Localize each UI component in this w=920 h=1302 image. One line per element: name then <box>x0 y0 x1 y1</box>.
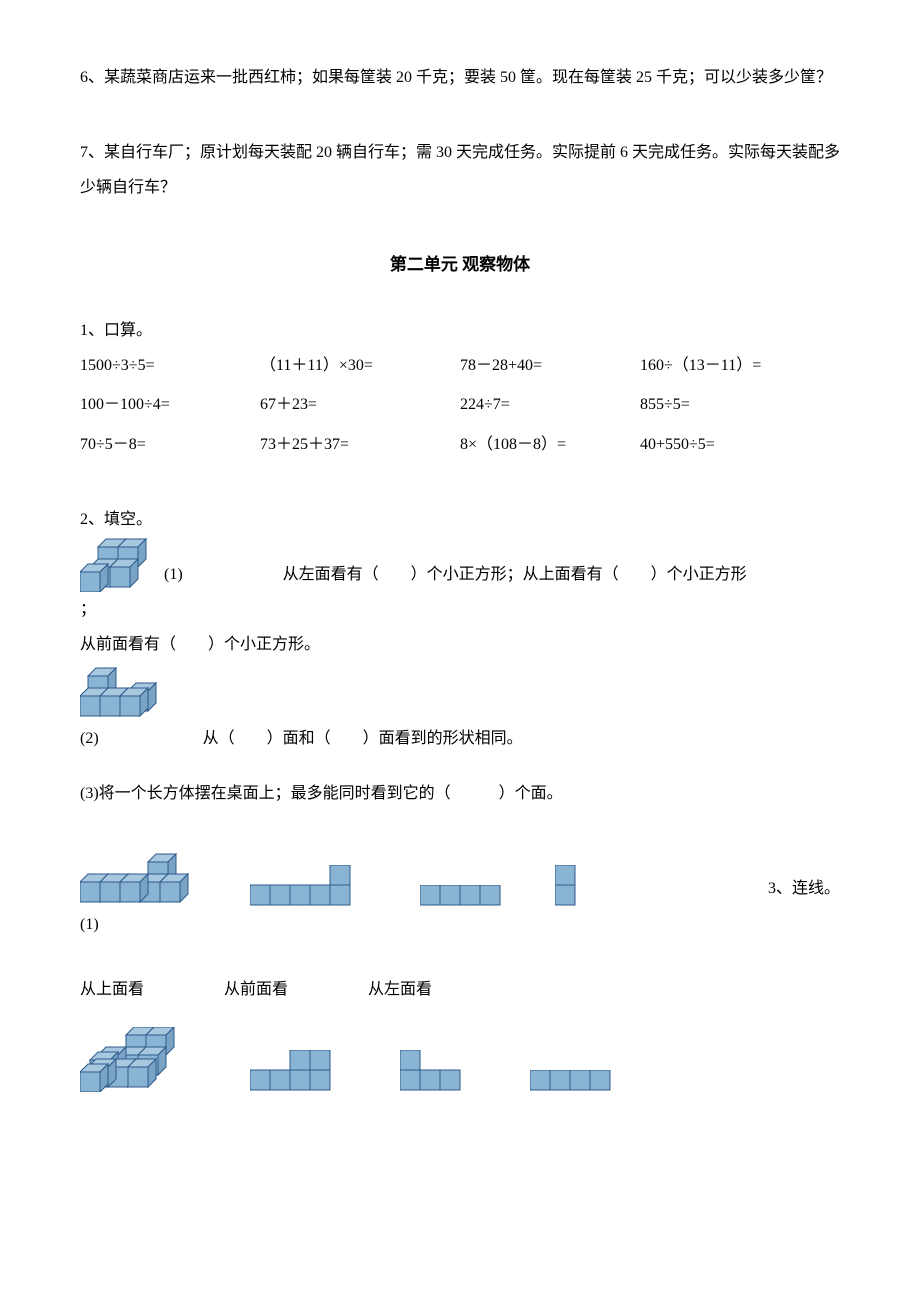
q2-item-2-fig <box>80 666 840 721</box>
calc-row-2: 100－100÷4= 67＋23= 224÷7= 855÷5= <box>80 387 840 422</box>
q3-fig-3 <box>420 885 505 907</box>
q2-item-2: (2) 从（ ）面和（ ）面看到的形状相同。 <box>80 721 840 756</box>
question-7: 7、某自行车厂；原计划每天装配 20 辆自行车；需 30 天完成任务。实际提前 … <box>80 135 840 205</box>
q3-fig-2 <box>250 865 370 907</box>
calc-1-3: 78－28+40= <box>460 348 640 383</box>
q2-2-marker: (2) <box>80 730 99 747</box>
calc-3-1: 70÷5－8= <box>80 427 260 462</box>
q2-1-cont: 从前面看有（ ）个小正方形。 <box>80 627 840 662</box>
calc-2-4: 855÷5= <box>640 387 820 422</box>
q3-fig2-2 <box>250 1050 340 1092</box>
q3-figures-row1 <box>80 852 580 907</box>
calc-row-3: 70÷5－8= 73＋25＋37= 8×（108－8）= 40+550÷5= <box>80 427 840 462</box>
q3-fig2-4 <box>530 1070 620 1092</box>
q1-label: 1、口算。 <box>80 313 840 348</box>
q3-fig2-3 <box>400 1050 470 1092</box>
q2-2-text: 从（ ）面和（ ）面看到的形状相同。 <box>203 730 523 747</box>
q3-labels: 从上面看 从前面看 从左面看 <box>80 972 840 1007</box>
calc-3-2: 73＋25＋37= <box>260 427 460 462</box>
calc-2-2: 67＋23= <box>260 387 460 422</box>
cube-figure-2 <box>80 666 175 721</box>
q2-item-1: (1) 从左面看有（ ）个小正方形；从上面看有（ ）个小正方形 <box>80 537 840 592</box>
q2-label: 2、填空。 <box>80 502 840 537</box>
q3-label-2: 从前面看 <box>224 972 288 1007</box>
calc-3-4: 40+550÷5= <box>640 427 820 462</box>
calc-2-1: 100－100÷4= <box>80 387 260 422</box>
calc-3-3: 8×（108－8）= <box>460 427 640 462</box>
q3-figures-row2 <box>80 1027 840 1092</box>
calc-1-1: 1500÷3÷5= <box>80 348 260 383</box>
q2-item-3: (3)将一个长方体摆在桌面上；最多能同时看到它的（ ）个面。 <box>80 776 840 811</box>
q2-1-sep: ； <box>80 592 840 627</box>
question-2: 2、填空。 (1) 从左面看有（ ）个小正方形；从上面看有（ ）个小正方形 <box>80 502 840 812</box>
calc-row-1: 1500÷3÷5= （11＋11）×30= 78－28+40= 160÷（13－… <box>80 348 840 383</box>
calc-1-2: （11＋11）×30= <box>260 348 460 383</box>
q3-1-marker: (1) <box>80 907 840 942</box>
question-6: 6、某蔬菜商店运来一批西红柿；如果每筐装 20 千克；要装 50 筐。现在每筐装… <box>80 60 840 95</box>
cube-figure-1 <box>80 537 160 592</box>
q2-1-text: 从左面看有（ ）个小正方形；从上面看有（ ）个小正方形 <box>283 557 747 592</box>
q3-fig2-1 <box>80 1027 190 1092</box>
q3-label: 3、连线。 <box>768 871 840 906</box>
calc-1-4: 160÷（13－11）= <box>640 348 820 383</box>
q2-1-marker: (1) <box>164 557 183 592</box>
calc-2-3: 224÷7= <box>460 387 640 422</box>
q3-label-1: 从上面看 <box>80 972 144 1007</box>
question-7-text: 7、某自行车厂；原计划每天装配 20 辆自行车；需 30 天完成任务。实际提前 … <box>80 144 840 196</box>
q3-row1: 3、连线。 <box>80 852 840 907</box>
question-6-text: 6、某蔬菜商店运来一批西红柿；如果每筐装 20 千克；要装 50 筐。现在每筐装… <box>80 69 832 86</box>
unit-title: 第二单元 观察物体 <box>80 246 840 283</box>
question-1: 1、口算。 1500÷3÷5= （11＋11）×30= 78－28+40= 16… <box>80 313 840 462</box>
q3-fig-1 <box>80 852 200 907</box>
q3-fig-4 <box>555 865 580 907</box>
q3-label-3: 从左面看 <box>368 972 432 1007</box>
